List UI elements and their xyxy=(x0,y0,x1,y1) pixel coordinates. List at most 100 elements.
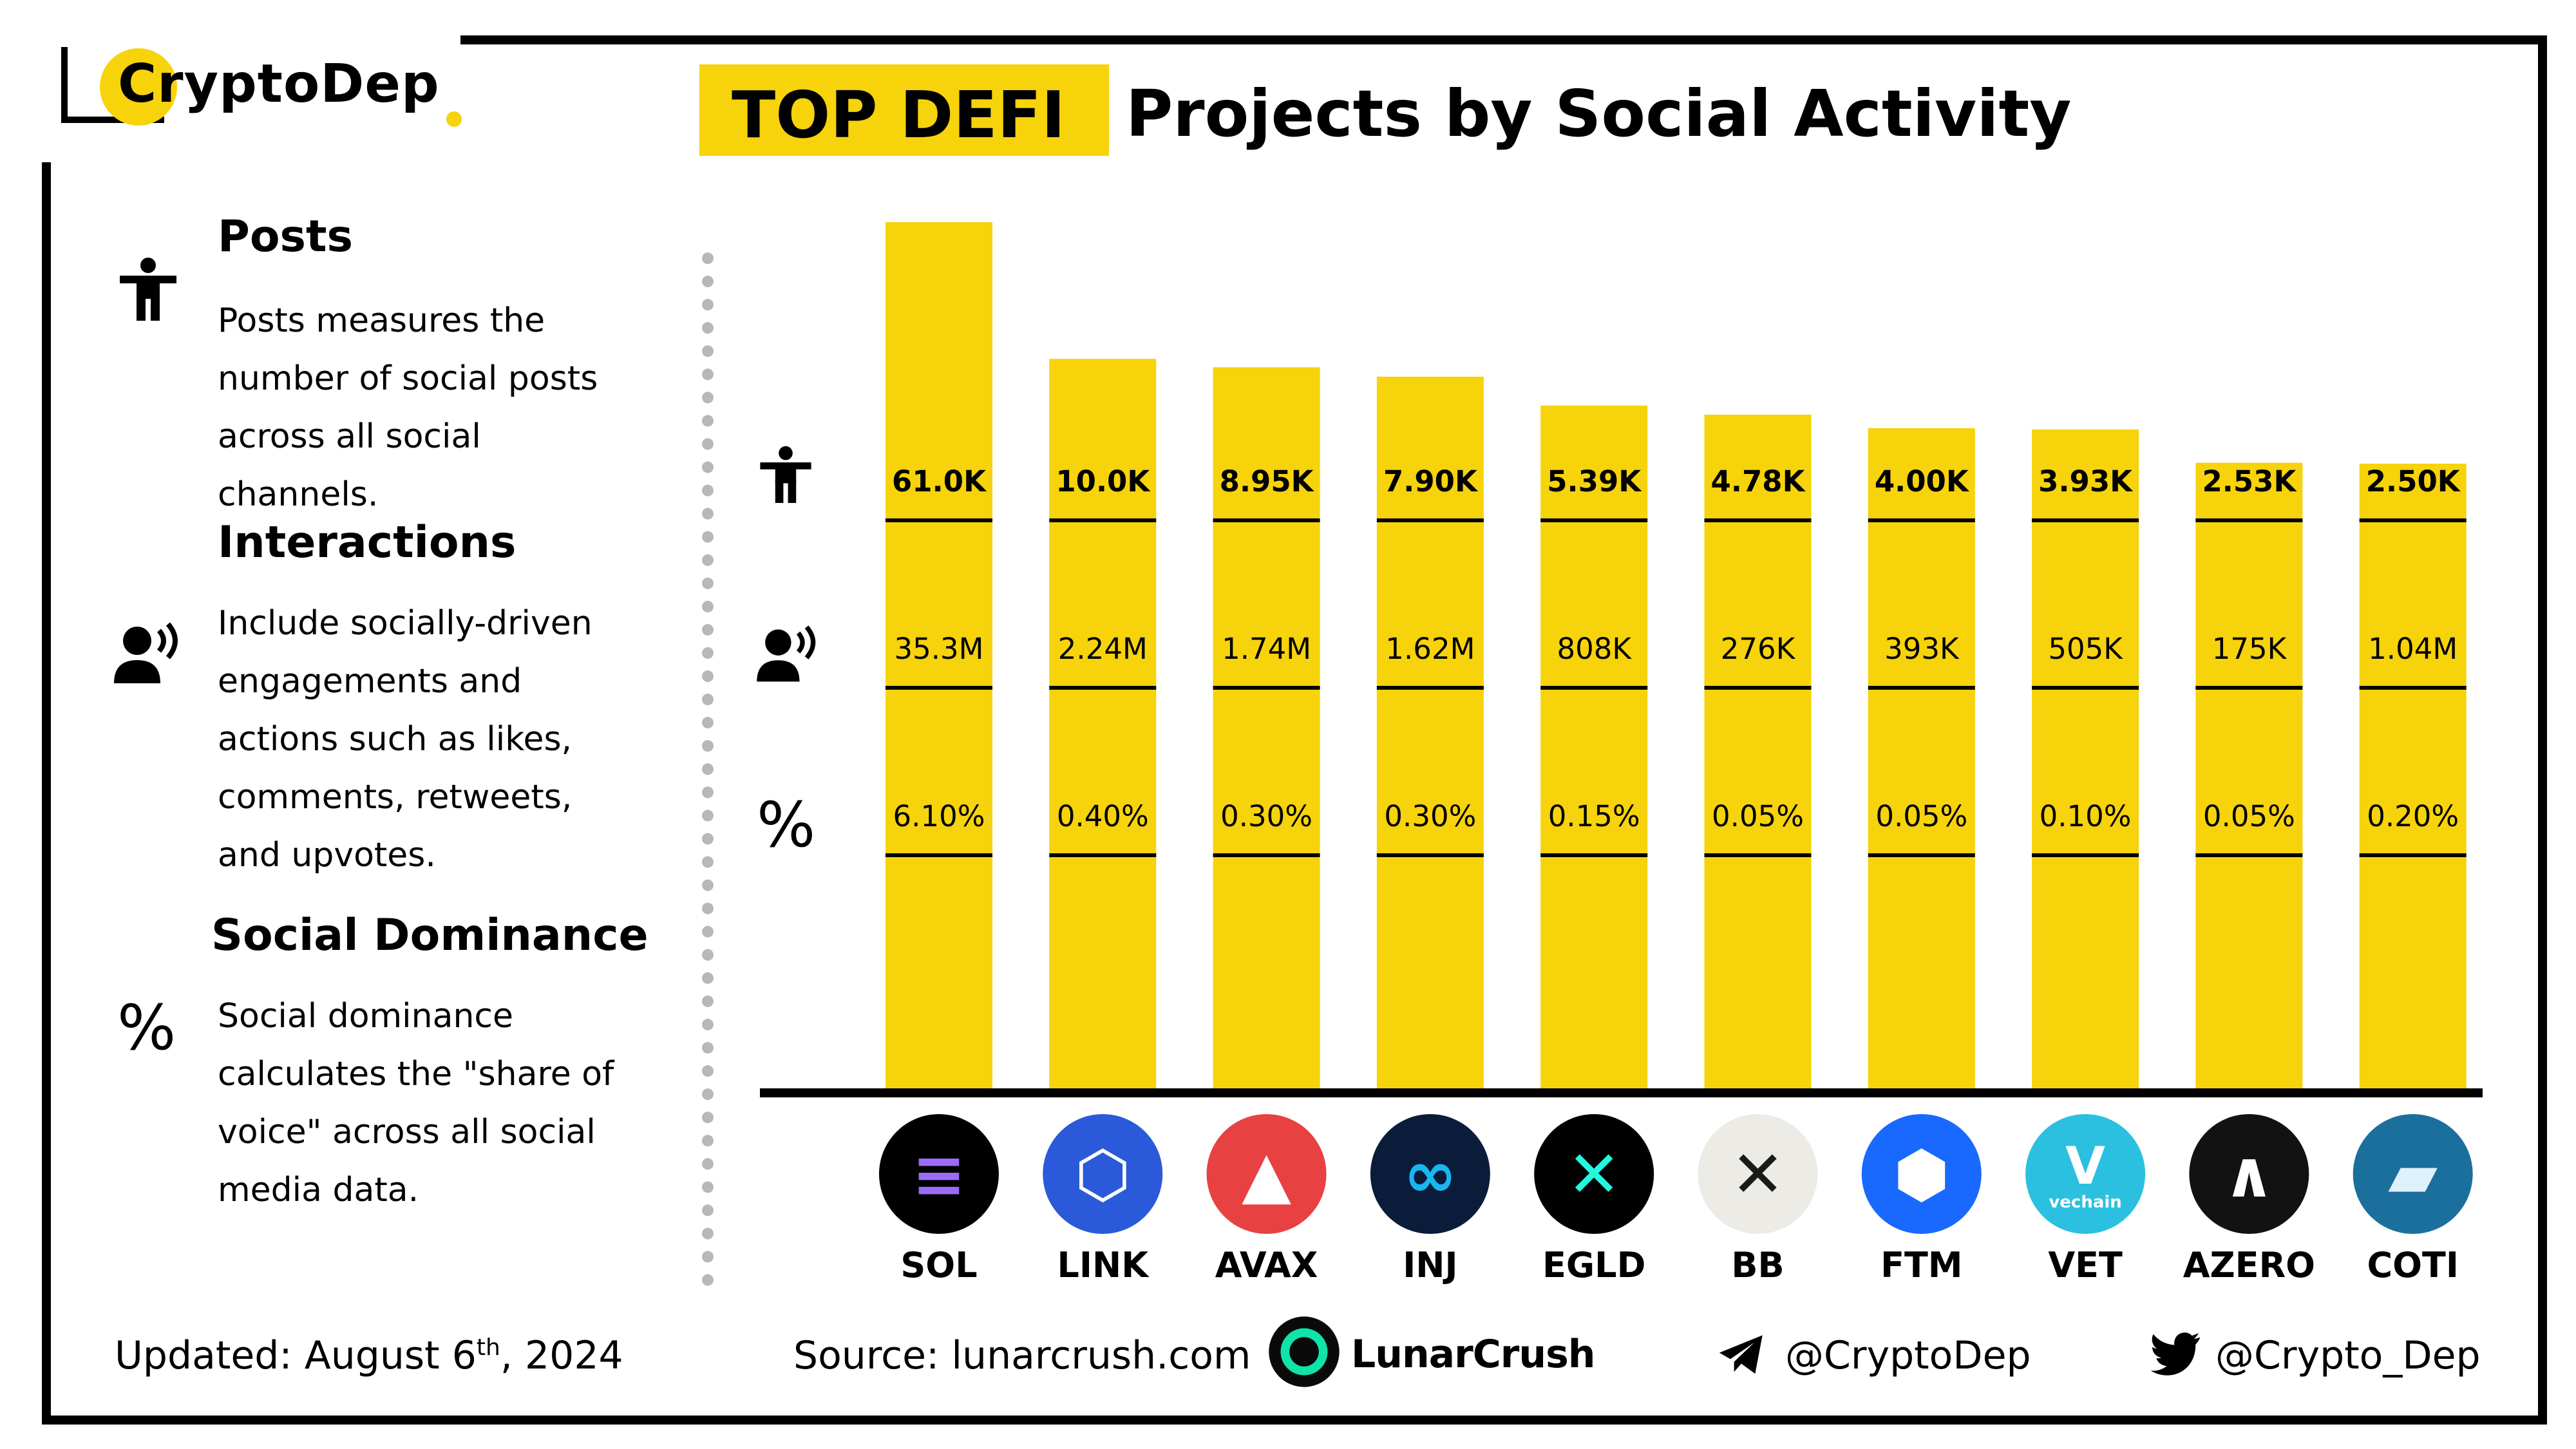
coin-logo-ftm-icon xyxy=(1861,1114,1982,1234)
bar-row-line-avax-2 xyxy=(1213,853,1320,857)
data-label-posts-egld: 5.39K xyxy=(1547,464,1642,498)
brand-logo: CryptoDep xyxy=(61,35,462,132)
bar-row-line-sol-0 xyxy=(886,518,992,522)
data-label-interactions-ftm: 393K xyxy=(1884,632,1960,666)
tick-label-bb: BB xyxy=(1731,1245,1784,1285)
updated-label: Updated: xyxy=(115,1333,292,1378)
data-label-interactions-egld: 808K xyxy=(1557,632,1632,666)
coin-subtext-vet: vechain xyxy=(2049,1193,2121,1212)
row-posts-icon xyxy=(760,446,811,503)
bar-row-line-bb-0 xyxy=(1704,518,1812,522)
source-label: Source: xyxy=(793,1333,940,1378)
x-axis-baseline xyxy=(760,1088,2483,1097)
bar-row-line-inj-2 xyxy=(1376,853,1484,857)
coin-logo-vet-icon xyxy=(2025,1114,2146,1234)
row-interactions-icon xyxy=(757,625,816,682)
data-label-interactions-sol: 35.3M xyxy=(894,632,983,666)
legend-heading-posts: Posts xyxy=(218,211,354,262)
coin-logo-inj-icon xyxy=(1370,1114,1490,1234)
coin-glyph-sol: ≡ xyxy=(912,1137,966,1212)
bar-row-line-vet-0 xyxy=(2032,518,2139,522)
bar-row-line-sol-2 xyxy=(886,853,992,857)
bar-row-line-coti-1 xyxy=(2359,686,2467,690)
coin-glyph-vet: V xyxy=(2065,1136,2105,1196)
bar-egld xyxy=(1540,405,1648,1088)
bar-sol xyxy=(886,222,992,1088)
coin-glyph-bb: ✕ xyxy=(1731,1137,1785,1212)
data-label-posts-coti: 2.50K xyxy=(2366,464,2461,498)
coin-glyph-avax: ▲ xyxy=(1242,1137,1291,1212)
bar-row-line-avax-0 xyxy=(1213,518,1320,522)
legend-text-posts: Posts measures the number of social post… xyxy=(218,301,598,514)
data-label-social-dominance-link: 0.40% xyxy=(1057,799,1149,833)
lunarcrush-logo-icon xyxy=(1269,1316,1340,1387)
speaking-person-icon xyxy=(114,622,178,683)
data-label-social-dominance-bb: 0.05% xyxy=(1712,799,1804,833)
coin-logo-link-icon xyxy=(1043,1114,1163,1234)
coin-glyph-azero: ∧ xyxy=(2223,1137,2275,1212)
bar-row-line-ftm-0 xyxy=(1868,518,1975,522)
title-highlight-box: TOP DEFI xyxy=(699,64,1109,156)
data-label-interactions-coti: 1.04M xyxy=(2368,632,2458,666)
logo-circle xyxy=(100,48,177,126)
bar-row-line-avax-1 xyxy=(1213,686,1320,690)
tick-label-vet: VET xyxy=(2048,1245,2123,1285)
page-title: Projects by Social Activity xyxy=(1126,76,2072,151)
data-label-social-dominance-sol: 6.10% xyxy=(893,799,985,833)
data-label-social-dominance-vet: 0.10% xyxy=(2040,799,2132,833)
updated-date: August 6 xyxy=(304,1333,477,1378)
tick-label-link: LINK xyxy=(1057,1245,1150,1285)
coin-logo-azero-icon xyxy=(2189,1114,2309,1234)
legend-heading-dominance: Social Dominance xyxy=(211,910,649,961)
brand-name: CryptoDep xyxy=(118,53,440,115)
data-label-interactions-vet: 505K xyxy=(2048,632,2123,666)
person-icon xyxy=(120,258,176,321)
bar-row-line-ftm-2 xyxy=(1868,853,1975,857)
coin-logo-sol-icon xyxy=(879,1114,999,1234)
bar-row-line-bb-2 xyxy=(1704,853,1812,857)
frame-top xyxy=(460,35,2547,44)
data-label-posts-inj: 7.90K xyxy=(1383,464,1479,498)
bar-row-line-azero-2 xyxy=(2195,853,2303,857)
bar-inj xyxy=(1376,376,1484,1088)
coin-glyph-link: ⬡ xyxy=(1075,1137,1131,1212)
data-label-interactions-avax: 1.74M xyxy=(1222,632,1311,666)
data-label-posts-bb: 4.78K xyxy=(1711,464,1806,498)
bar-row-line-inj-0 xyxy=(1376,518,1484,522)
data-label-social-dominance-azero: 0.05% xyxy=(2203,799,2295,833)
updated-date-suffix: th xyxy=(476,1334,500,1361)
bar-row-line-coti-0 xyxy=(2359,518,2467,522)
twitter-handle[interactable]: @Crypto_Dep xyxy=(2215,1333,2481,1378)
row-dominance-icon: % xyxy=(757,789,816,861)
bar-vet xyxy=(2032,429,2139,1088)
telegram-handle[interactable]: @CryptoDep xyxy=(1785,1333,2031,1378)
data-label-social-dominance-avax: 0.30% xyxy=(1220,799,1312,833)
data-label-social-dominance-inj: 0.30% xyxy=(1384,799,1476,833)
frame-bottom xyxy=(42,1416,2547,1425)
coin-glyph-coti: ▰ xyxy=(2388,1137,2438,1212)
bar-coti xyxy=(2359,464,2467,1088)
coin-glyph-egld: ✕ xyxy=(1567,1137,1621,1212)
logo-bracket-bottom xyxy=(61,117,164,123)
bar-row-line-ftm-1 xyxy=(1868,686,1975,690)
bar-row-line-link-2 xyxy=(1049,853,1157,857)
data-label-social-dominance-coti: 0.20% xyxy=(2367,799,2459,833)
legend-text-interactions: Include socially-driven engagements and … xyxy=(218,604,592,875)
data-label-interactions-bb: 276K xyxy=(1721,632,1796,666)
legend-text-dominance: Social dominance calculates the "share o… xyxy=(218,997,614,1209)
bar-row-line-link-0 xyxy=(1049,518,1157,522)
bar-row-line-azero-1 xyxy=(2195,686,2303,690)
tick-label-avax: AVAX xyxy=(1215,1245,1318,1285)
coin-glyph-inj: ∞ xyxy=(1403,1137,1457,1212)
coin-logo-coti-icon xyxy=(2353,1114,2473,1234)
source-link[interactable]: lunarcrush.com xyxy=(951,1333,1251,1378)
coin-glyph-ftm: ⬢ xyxy=(1893,1137,1949,1212)
title-highlight: TOP DEFI xyxy=(732,77,1066,153)
bar-row-line-azero-0 xyxy=(2195,518,2303,522)
bar-row-line-inj-1 xyxy=(1376,686,1484,690)
data-label-posts-avax: 8.95K xyxy=(1220,464,1315,498)
bar-row-line-vet-1 xyxy=(2032,686,2139,690)
logo-dot xyxy=(446,111,462,127)
bar-row-line-link-1 xyxy=(1049,686,1157,690)
